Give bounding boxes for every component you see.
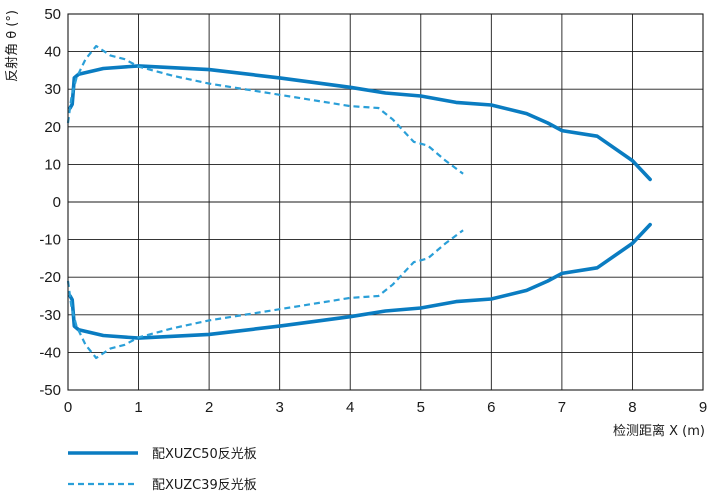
y-tick-label: -30 — [39, 307, 61, 324]
series-2-upper-line — [66, 44, 464, 175]
y-tick-label: 50 — [44, 6, 61, 23]
y-tick-label: 40 — [44, 44, 61, 61]
x-tick-label: 2 — [205, 399, 213, 416]
x-tick-label: 5 — [417, 399, 425, 416]
x-tick-label: 3 — [275, 399, 283, 416]
grid-layer — [67, 13, 704, 391]
y-tick-label: 20 — [44, 119, 61, 136]
x-tick-label: 0 — [64, 399, 72, 416]
series-1-lower-line — [68, 222, 652, 340]
y-tick-label: -50 — [39, 382, 61, 399]
plot-frame — [67, 13, 704, 391]
y-axis-title: 反射角 θ (°) — [4, 10, 20, 82]
y-tick-label: -20 — [39, 269, 61, 286]
series-2-lower-line — [66, 229, 464, 360]
y-tick-label: -10 — [39, 232, 61, 249]
y-tick-label: -40 — [39, 344, 61, 361]
series-layer — [66, 44, 652, 360]
x-tick-label: 8 — [628, 399, 636, 416]
x-tick-label: 7 — [558, 399, 566, 416]
y-tick-label: 30 — [44, 81, 61, 98]
series-1-upper-line — [68, 64, 652, 182]
x-axis-title: 检测距离 X (m) — [613, 423, 705, 439]
legend-label: 配XUZC50反光板 — [152, 447, 257, 462]
x-tick-label: 6 — [487, 399, 495, 416]
x-tick-label: 1 — [134, 399, 142, 416]
legend-label: 配XUZC39反光板 — [152, 478, 257, 493]
x-tick-label: 9 — [699, 399, 707, 416]
y-tick-label: 10 — [44, 156, 61, 173]
x-tick-label: 4 — [346, 399, 354, 416]
y-tick-label: 0 — [53, 194, 61, 211]
